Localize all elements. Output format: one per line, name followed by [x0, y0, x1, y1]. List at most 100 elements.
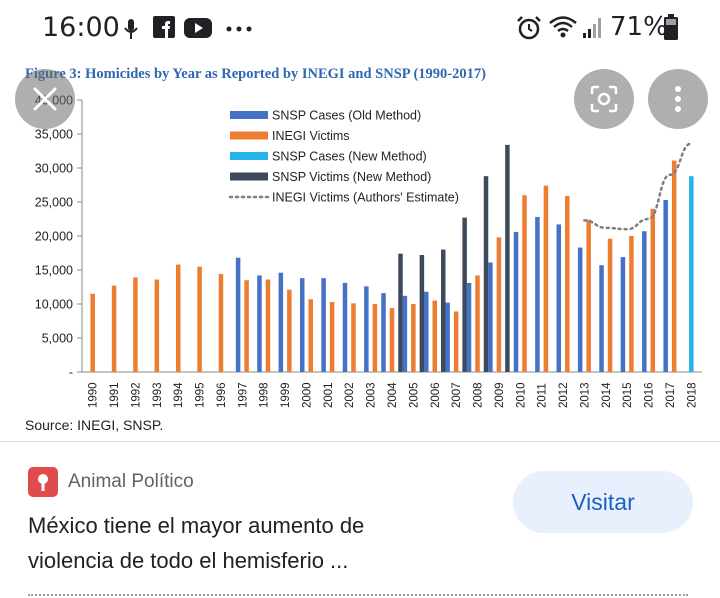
- y-tick-label: 25,000: [35, 196, 73, 210]
- chart-bar: [257, 275, 262, 372]
- snippet-cutoff: [28, 588, 688, 598]
- chart-bar: [133, 277, 138, 372]
- chart-bar: [505, 144, 510, 372]
- x-tick-label: 1992: [130, 382, 142, 408]
- chart-bar: [308, 299, 313, 372]
- publisher-logo-icon: [38, 474, 48, 491]
- chart-bar: [535, 216, 540, 372]
- homicides-chart: - 5,000 10,000 15,000 20,000 25,000 30,000 35,0…: [35, 94, 702, 408]
- x-tick-label: 1995: [195, 382, 207, 408]
- chart-bar: [287, 289, 292, 372]
- youtube-icon: [184, 18, 212, 38]
- chart-bar: [629, 236, 634, 372]
- lens-icon: [590, 85, 618, 113]
- chart-bar: [496, 237, 502, 372]
- x-tick-label: 2002: [344, 382, 356, 408]
- chart-bar: [372, 304, 378, 372]
- y-tick-label: 20,000: [35, 230, 73, 244]
- x-tick-label: 2013: [579, 382, 591, 408]
- chart-bar: [620, 257, 626, 372]
- chart-bar: [175, 264, 181, 372]
- chart-bar: [650, 208, 656, 372]
- x-tick-label: 2006: [430, 382, 442, 408]
- chart-bar: [475, 275, 480, 372]
- chart-bar: [565, 195, 570, 372]
- chart-bar: [445, 302, 450, 372]
- chart-bar: [513, 231, 519, 372]
- x-tick-label: 2016: [644, 382, 656, 408]
- chart-bar: [364, 286, 369, 372]
- x-tick-label: 2008: [473, 382, 485, 408]
- chart-bar: [543, 185, 549, 372]
- chart-bar: [599, 265, 604, 372]
- chart-bar: [689, 176, 694, 372]
- chart-bar: [235, 257, 241, 372]
- chart-bar: [642, 231, 647, 372]
- x-tick-label: 1997: [237, 382, 249, 408]
- x-tick-label: 2007: [451, 382, 463, 408]
- x-tick-label: 1999: [280, 382, 292, 408]
- y-tick-label: -: [69, 366, 73, 380]
- chart-bar: [488, 262, 493, 372]
- battery-percentage: 71%: [610, 12, 668, 42]
- chart-bar: [398, 253, 403, 372]
- chart-bar: [522, 195, 527, 372]
- legend-swatch: [230, 131, 268, 140]
- chart-bar: [381, 293, 386, 372]
- chart-bar: [218, 274, 224, 372]
- chart-bar: [197, 266, 202, 372]
- alarm-icon: [517, 16, 541, 40]
- x-tick-label: 1996: [216, 382, 228, 408]
- legend-label: INEGI Victims (Authors' Estimate): [272, 191, 459, 205]
- chart-bar: [351, 303, 356, 372]
- x-tick-label: 2001: [323, 382, 335, 408]
- x-tick-label: 2018: [686, 382, 698, 408]
- x-tick-label: 1998: [259, 382, 271, 408]
- publisher-name[interactable]: Animal Político: [68, 471, 194, 492]
- chart-bar: [466, 282, 472, 372]
- legend-swatch: [230, 152, 268, 160]
- x-tick-label: 2003: [366, 382, 378, 408]
- estimate-line: [583, 142, 693, 231]
- chart-bar: [154, 279, 160, 372]
- chart-bar: [411, 304, 416, 372]
- lens-button[interactable]: [574, 69, 634, 129]
- chart-bar: [244, 280, 249, 372]
- wifi-icon: [549, 16, 577, 38]
- legend-label: SNSP Cases (New Method): [272, 150, 427, 164]
- chart-bar: [432, 300, 438, 372]
- chart-bar: [556, 224, 562, 372]
- chart-bar: [419, 255, 425, 372]
- divider: [0, 441, 720, 442]
- more-vert-icon: [675, 86, 681, 112]
- chart-bar: [389, 308, 395, 372]
- publisher-logo: [28, 467, 58, 497]
- visit-button[interactable]: Visitar: [513, 471, 693, 533]
- chart-bar: [441, 249, 446, 372]
- chart-bar: [424, 291, 429, 372]
- x-tick-label: 2017: [665, 382, 677, 408]
- x-tick-label: 2000: [301, 382, 313, 408]
- microphone-icon: [124, 19, 138, 39]
- chart-bar: [586, 219, 591, 372]
- x-tick-label: 1993: [152, 382, 164, 408]
- x-tick-label: 1991: [109, 382, 121, 408]
- x-tick-label: 2011: [537, 383, 549, 408]
- figure-title: Figure 3: Homicides by Year as Reported …: [25, 66, 486, 82]
- legend-label: INEGI Victims: [272, 129, 350, 143]
- chart-bar: [90, 293, 95, 372]
- chart-bar: [402, 295, 408, 372]
- close-button[interactable]: [15, 69, 75, 129]
- result-headline[interactable]: México tiene el mayor aumento de violenc…: [28, 513, 365, 573]
- x-tick-label: 1990: [88, 382, 100, 408]
- y-tick-label: 10,000: [35, 298, 73, 312]
- status-bar: 16:00 71%: [0, 0, 720, 56]
- x-tick-label: 2009: [494, 382, 506, 408]
- x-tick-label: 2014: [601, 382, 613, 408]
- more-options-button[interactable]: [648, 69, 708, 129]
- status-time: 16:00: [42, 12, 120, 43]
- legend-swatch: [230, 111, 268, 119]
- facebook-icon: [153, 16, 175, 38]
- y-tick-label: 35,000: [35, 128, 73, 142]
- x-tick-label: 2010: [515, 382, 527, 408]
